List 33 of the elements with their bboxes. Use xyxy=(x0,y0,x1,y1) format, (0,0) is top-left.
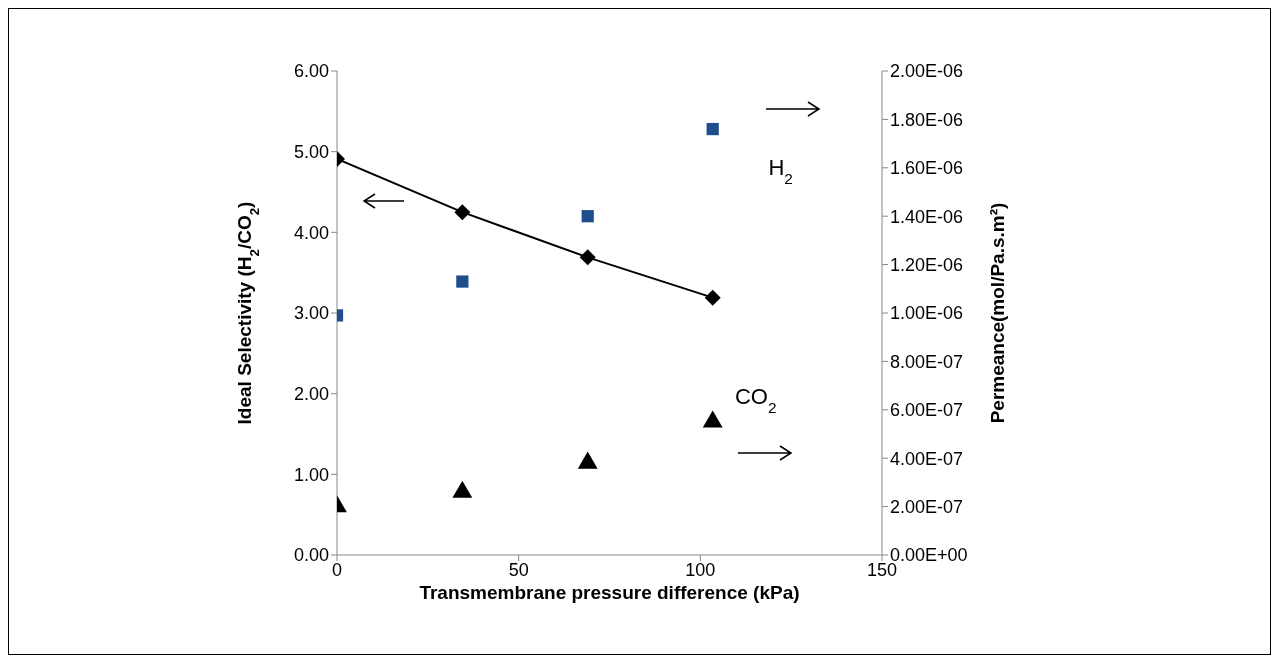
x-tick-label: 0 xyxy=(331,559,343,580)
point xyxy=(452,480,473,498)
point xyxy=(581,210,594,223)
y2-tick-label: 1.80E-06 xyxy=(890,109,964,130)
y-tick-label: 2.00 xyxy=(293,384,329,405)
point xyxy=(577,451,598,469)
text: H$_{2}$ xyxy=(768,155,793,187)
y2-tick-label: 1.20E-06 xyxy=(890,254,964,275)
y2-tick-label: 2.00E-07 xyxy=(890,496,964,517)
y2-tick-label: 4.00E-07 xyxy=(890,448,964,469)
point xyxy=(454,204,471,221)
x-axis-title: Transmembrane pressure difference (kPa) xyxy=(419,582,800,603)
y2-axis-title: Permeance(mol/Pa.s.m²) xyxy=(987,202,1008,424)
y2-tick-label: 6.00E-07 xyxy=(890,400,964,421)
y2-tick-label: 1.40E-06 xyxy=(890,206,964,227)
y2-tick-label: 1.00E-06 xyxy=(890,303,964,324)
series-label: CO$_{2}$ xyxy=(734,383,777,416)
y2-tick-label: 1.60E-06 xyxy=(890,158,964,179)
y-tick-label: 6.00 xyxy=(293,61,329,82)
y-tick-label: 5.00 xyxy=(293,142,329,163)
point xyxy=(456,275,469,288)
y-tick-label: 4.00 xyxy=(293,222,329,243)
y2-tick-label: 2.00E-06 xyxy=(890,61,964,82)
point xyxy=(702,410,723,428)
y-tick-label: 1.00 xyxy=(293,464,329,485)
point xyxy=(579,249,596,266)
x-tick-label: 100 xyxy=(685,559,716,580)
y2-tick-label: 8.00E-07 xyxy=(890,351,964,372)
x-tick-label: 50 xyxy=(508,559,529,580)
point xyxy=(706,122,719,136)
point xyxy=(704,289,721,306)
y-tick-label: 3.00 xyxy=(293,303,329,324)
y-tick-label: 0.00 xyxy=(293,545,329,566)
